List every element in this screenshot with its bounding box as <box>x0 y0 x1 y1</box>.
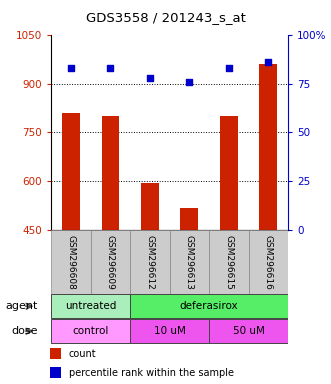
Text: GSM296613: GSM296613 <box>185 235 194 290</box>
Point <box>187 78 192 84</box>
Bar <box>220 116 238 230</box>
Text: percentile rank within the sample: percentile rank within the sample <box>69 368 234 378</box>
Bar <box>102 116 119 230</box>
Bar <box>249 230 288 294</box>
Bar <box>260 64 277 230</box>
Bar <box>91 230 130 294</box>
Bar <box>169 230 209 294</box>
Bar <box>51 294 130 318</box>
Text: control: control <box>72 326 109 336</box>
Bar <box>141 183 159 230</box>
Bar <box>62 113 80 230</box>
Bar <box>51 319 130 343</box>
Bar <box>130 294 288 318</box>
Text: dose: dose <box>12 326 38 336</box>
Text: GSM296616: GSM296616 <box>264 235 273 290</box>
Text: agent: agent <box>6 301 38 311</box>
Bar <box>130 319 209 343</box>
Bar <box>50 367 61 378</box>
Text: GSM296615: GSM296615 <box>224 235 233 290</box>
Bar <box>209 230 249 294</box>
Bar <box>50 348 61 359</box>
Text: GSM296608: GSM296608 <box>67 235 75 290</box>
Bar <box>51 230 91 294</box>
Text: GDS3558 / 201243_s_at: GDS3558 / 201243_s_at <box>85 11 246 24</box>
Text: GSM296612: GSM296612 <box>145 235 155 290</box>
Bar <box>209 319 288 343</box>
Point <box>265 59 271 65</box>
Point <box>108 65 113 71</box>
Text: 10 uM: 10 uM <box>154 326 186 336</box>
Text: count: count <box>69 349 96 359</box>
Bar <box>180 207 198 230</box>
Point <box>147 74 153 81</box>
Point <box>226 65 231 71</box>
Text: GSM296609: GSM296609 <box>106 235 115 290</box>
Text: 50 uM: 50 uM <box>233 326 264 336</box>
Text: deferasirox: deferasirox <box>180 301 238 311</box>
Point <box>69 65 74 71</box>
Bar <box>130 230 169 294</box>
Text: untreated: untreated <box>65 301 117 311</box>
